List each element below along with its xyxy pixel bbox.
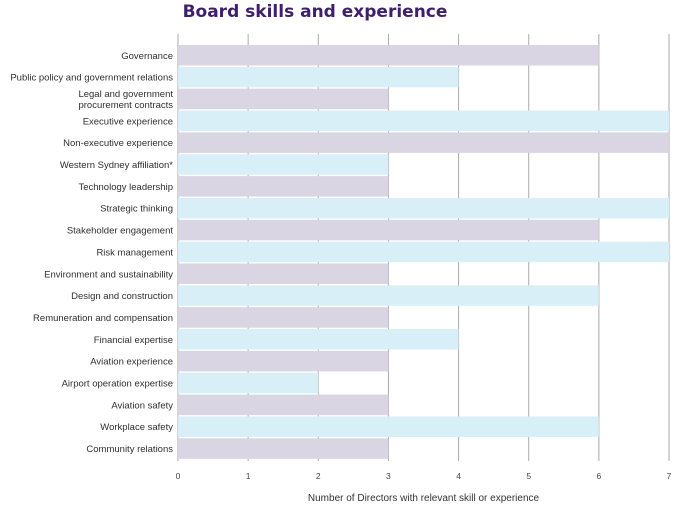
bar-14	[178, 350, 389, 372]
bar-11	[178, 285, 599, 306]
category-label-17: Workplace safety	[100, 422, 173, 433]
category-label-16: Aviation safety	[111, 400, 173, 411]
bar-4	[178, 132, 669, 153]
bar-12	[178, 307, 389, 328]
bar-8	[178, 219, 599, 241]
x-tick-label-1: 1	[246, 471, 251, 481]
bar-9	[178, 241, 669, 263]
category-labels: Governance Public policy and government r…	[10, 51, 173, 455]
category-label-13: Financial expertise	[94, 335, 173, 346]
category-label-11: Design and construction	[71, 291, 173, 302]
bar-6	[178, 176, 389, 197]
bar-3	[178, 110, 669, 132]
bar-17	[178, 416, 599, 437]
category-label-6: Technology leadership	[78, 182, 173, 193]
bar-2	[178, 88, 389, 110]
x-tick-label-4: 4	[456, 471, 461, 481]
category-label-9: Risk management	[96, 247, 173, 258]
category-label-5: Western Sydney affiliation*	[60, 160, 173, 171]
bars	[178, 45, 669, 459]
x-tick-label-7: 7	[667, 471, 672, 481]
x-tick-label-2: 2	[316, 471, 321, 481]
bar-5	[178, 154, 389, 175]
bar-18	[178, 438, 389, 459]
bar-0	[178, 45, 599, 66]
category-label-14: Aviation experience	[90, 357, 173, 368]
category-label-7: Strategic thinking	[100, 204, 173, 215]
chart-title: Board skills and experience	[182, 2, 448, 22]
x-tick-labels: 0 1 2 3 4 5 6 7	[176, 471, 672, 481]
bar-7	[178, 197, 669, 219]
category-label-12: Remuneration and compensation	[33, 313, 173, 324]
category-label-1: Public policy and government relations	[10, 73, 173, 84]
x-tick-label-5: 5	[526, 471, 531, 481]
category-label-3: Executive experience	[83, 116, 173, 127]
category-label-18: Community relations	[86, 444, 173, 455]
x-axis-title: Number of Directors with relevant skill …	[307, 493, 540, 504]
category-label-15: Airport operation expertise	[62, 379, 173, 390]
x-tick-label-6: 6	[596, 471, 601, 481]
category-label-0: Governance	[121, 51, 173, 62]
x-tick-label-3: 3	[386, 471, 391, 481]
bar-15	[178, 372, 319, 394]
bar-16	[178, 394, 389, 416]
category-label-4: Non-executive experience	[63, 138, 173, 149]
category-label-8: Stakeholder engagement	[67, 226, 174, 237]
bar-10	[178, 263, 389, 284]
x-tick-label-0: 0	[176, 471, 181, 481]
bar-1	[178, 66, 459, 88]
category-label-10: Environment and sustainability	[44, 269, 173, 280]
bar-13	[178, 329, 459, 350]
category-label-2: Legal and government procurement contract…	[78, 89, 173, 111]
